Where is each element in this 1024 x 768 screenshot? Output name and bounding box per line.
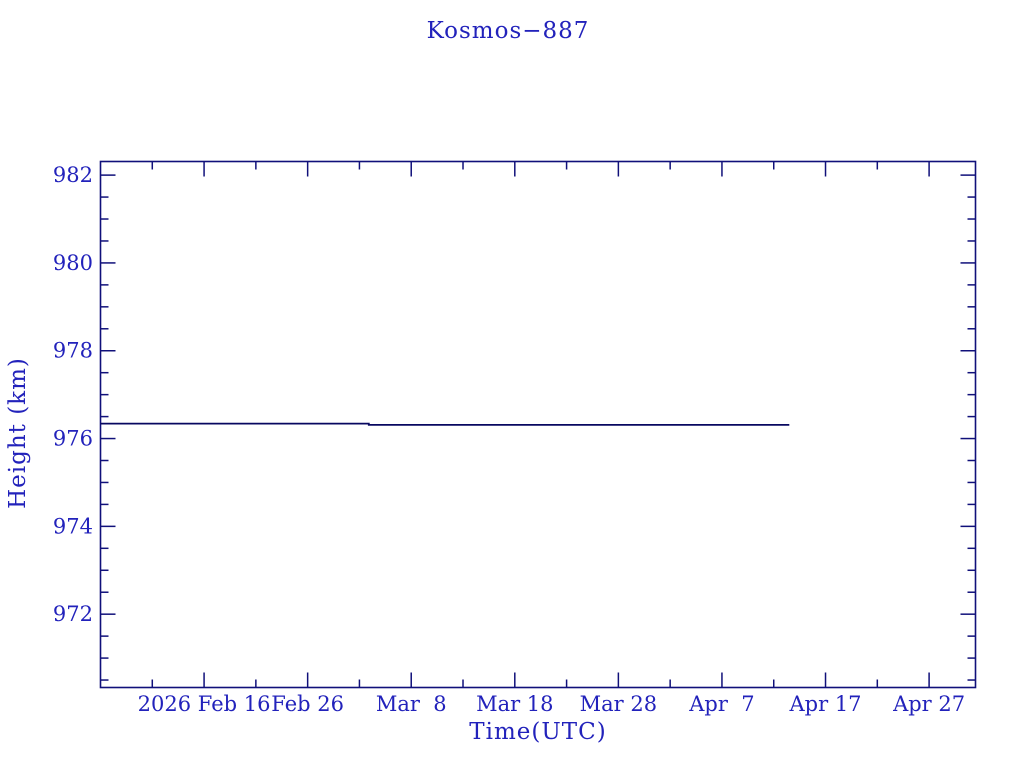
y-tick-label: 982 (53, 163, 93, 187)
x-tick-label: Apr 17 (789, 692, 862, 716)
x-tick-label: Apr 27 (892, 692, 965, 716)
y-tick-label: 978 (53, 339, 93, 363)
height-data-line (100, 422, 790, 426)
chart-title: Kosmos−887 (426, 18, 590, 44)
x-tick-label: Apr 7 (688, 692, 754, 716)
y-tick-label: 974 (53, 514, 93, 538)
x-tick-label: Mar 28 (580, 692, 657, 716)
x-axis-title: Time(UTC) (469, 719, 607, 745)
y-tick-label: 976 (53, 427, 93, 451)
x-tick-label: Feb 26 (271, 692, 344, 716)
x-tick-label: 2026 Feb 16 (138, 692, 271, 716)
x-tick-label: Mar 8 (376, 692, 447, 716)
y-tick-label: 972 (53, 602, 93, 626)
y-tick-label: 980 (53, 251, 93, 275)
x-tick-label: Mar 18 (476, 692, 553, 716)
